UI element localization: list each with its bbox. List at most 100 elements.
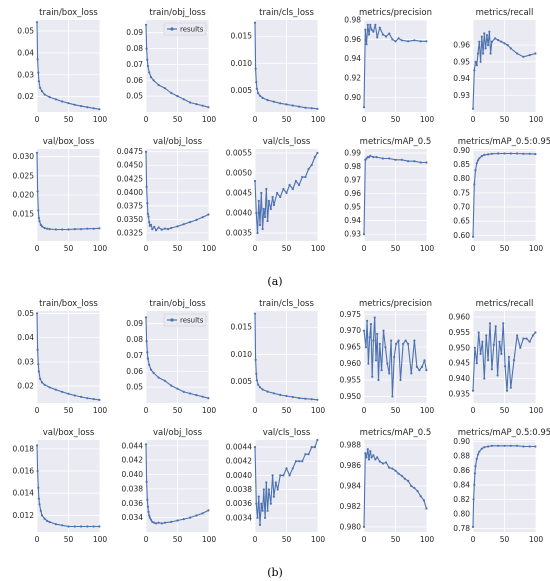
data-point (503, 444, 506, 447)
data-point (152, 371, 155, 374)
x-tick-label: 50 (282, 535, 292, 544)
series-line (145, 317, 209, 399)
data-point (391, 395, 394, 398)
series-line (36, 313, 100, 401)
data-point (487, 153, 490, 156)
chart-a-val-cls-loss: 0 50 100 0.0035 0.0040 0.0045 0.0050 0.0055 val/… (226, 137, 326, 253)
data-point (390, 339, 393, 342)
data-point (294, 460, 297, 463)
x-tick-label: 0 (362, 535, 367, 544)
y-tick-label: 0.06 (126, 76, 143, 85)
data-point (525, 337, 528, 340)
data-point (422, 499, 425, 502)
data-point (146, 212, 149, 215)
data-point (509, 152, 512, 155)
data-point (176, 95, 179, 98)
data-point (39, 86, 42, 89)
data-point (294, 179, 297, 183)
x-tick-label: 0 (362, 406, 367, 415)
x-tick-label: 50 (64, 115, 74, 124)
data-point (37, 216, 41, 220)
y-tick-label: 0.94 (344, 54, 361, 63)
data-point (279, 393, 282, 396)
y-tick-label: 0.90 (453, 437, 470, 446)
x-tick-label: 100 (93, 244, 108, 253)
data-point (378, 342, 381, 345)
data-point (257, 199, 260, 203)
x-tick-label: 0 (471, 535, 476, 544)
data-point (160, 228, 163, 231)
data-point (257, 383, 260, 386)
x-tick-label: 100 (202, 244, 217, 253)
data-point (261, 509, 264, 512)
data-point (86, 227, 89, 230)
data-point (516, 334, 519, 337)
data-point (201, 216, 204, 219)
data-point (316, 438, 319, 442)
x-tick-label: 100 (93, 535, 108, 544)
data-point (522, 55, 525, 58)
data-point (261, 227, 264, 231)
data-point (372, 454, 375, 457)
data-point (274, 481, 277, 484)
data-point (397, 37, 400, 40)
data-point (385, 461, 388, 464)
data-point (92, 227, 95, 230)
data-point (369, 323, 372, 326)
x-tick-label: 100 (202, 115, 217, 124)
data-point (67, 102, 70, 105)
data-point (372, 339, 375, 342)
data-point (370, 456, 373, 459)
data-point (310, 398, 313, 401)
data-point (516, 52, 519, 55)
data-point (399, 378, 402, 382)
data-point (37, 80, 41, 83)
data-point (419, 40, 422, 43)
data-point (494, 37, 497, 40)
data-point (98, 525, 101, 528)
data-point (291, 104, 294, 107)
y-tick-label: 0.030 (13, 152, 35, 161)
data-point (407, 342, 410, 345)
y-tick-label: 0.034 (122, 513, 144, 522)
data-point (288, 474, 291, 477)
data-point (476, 453, 480, 456)
y-tick-label: 0.90 (344, 93, 361, 102)
x-tick-label: 50 (500, 244, 510, 253)
data-point (413, 160, 416, 163)
data-point (374, 359, 378, 362)
x-tick-label: 50 (173, 244, 183, 253)
data-point (38, 220, 41, 223)
data-point (40, 514, 44, 517)
data-point (365, 43, 368, 46)
y-tick-label: 0.04 (17, 333, 34, 342)
x-tick-label: 50 (173, 115, 183, 124)
x-tick-label: 0 (144, 115, 149, 124)
data-point (394, 40, 397, 43)
data-point (507, 355, 510, 359)
data-point (316, 151, 319, 155)
y-tick-label: 0.955 (340, 376, 362, 385)
data-point (67, 392, 70, 395)
x-tick-label: 0 (35, 406, 40, 415)
chart-title: train/obj_loss (149, 8, 206, 18)
data-point (313, 446, 316, 449)
x-tick-label: 0 (35, 115, 40, 124)
data-point (98, 227, 101, 230)
data-point (475, 162, 478, 165)
y-tick-label: 0.0050 (226, 169, 252, 178)
y-tick-label: 0.04 (17, 48, 34, 57)
data-point (403, 477, 406, 480)
data-point (415, 365, 418, 368)
data-point (80, 105, 83, 108)
data-point (474, 169, 477, 172)
data-point (473, 483, 476, 486)
data-point (260, 191, 263, 195)
data-point (402, 342, 405, 345)
chart-title: val/cls_loss (263, 428, 311, 438)
data-point (388, 466, 391, 469)
y-tick-label: 0.010 (231, 350, 253, 359)
chart-title: metrics/recall (476, 299, 534, 309)
data-point (310, 446, 313, 449)
data-point (267, 488, 270, 491)
